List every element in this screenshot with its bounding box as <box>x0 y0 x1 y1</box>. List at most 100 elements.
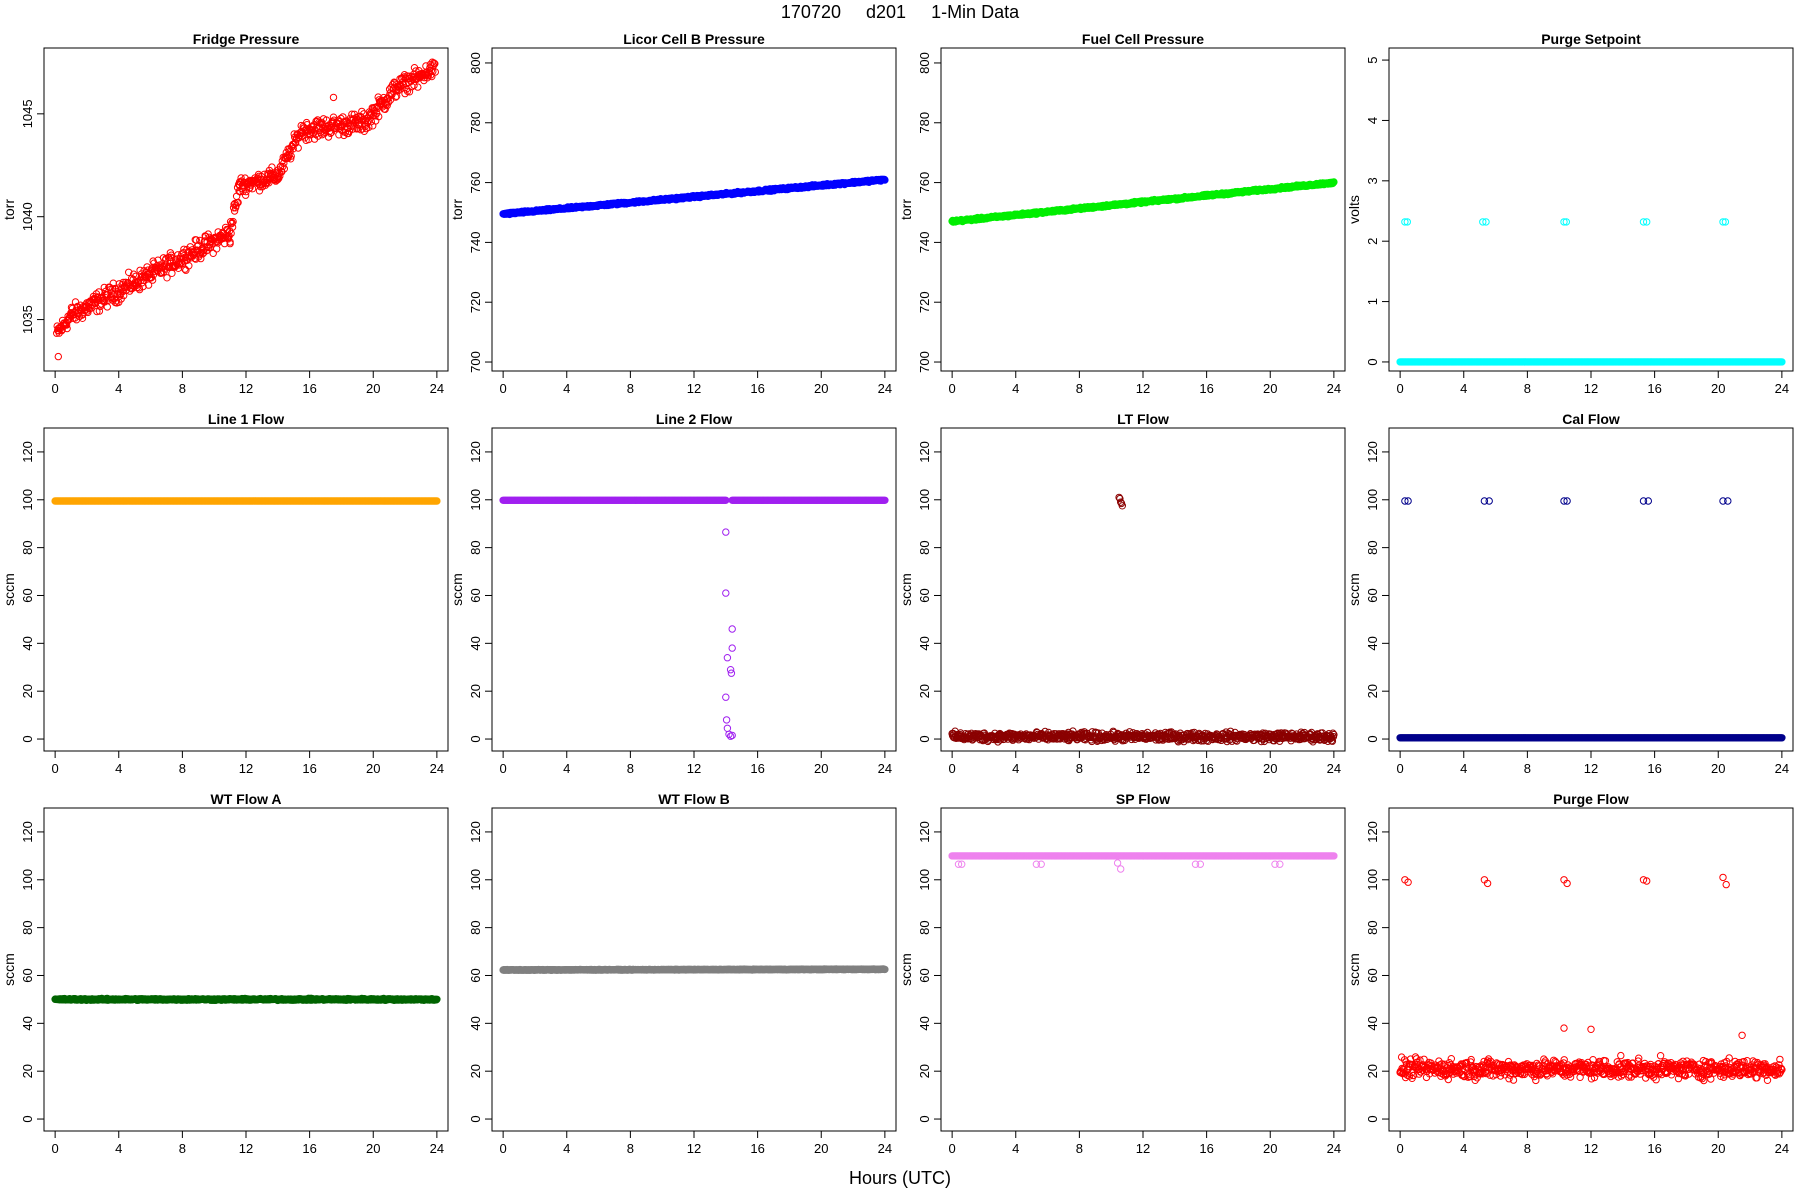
data-point <box>268 163 276 171</box>
data-point <box>722 496 730 504</box>
x-tick-label: 16 <box>750 761 764 776</box>
x-tick-label: 0 <box>1397 761 1404 776</box>
data-point <box>234 198 242 207</box>
subplot-title: Line 2 Flow <box>656 411 732 427</box>
y-tick-label: 100 <box>468 489 483 511</box>
subplot-title: Licor Cell B Pressure <box>623 31 765 47</box>
y-tick-label: 60 <box>20 968 35 982</box>
data-point <box>168 269 176 277</box>
x-tick-label: 4 <box>115 761 122 776</box>
data-point <box>213 245 221 253</box>
data-point <box>1778 358 1786 366</box>
data-point <box>423 71 431 79</box>
x-tick-label: 8 <box>627 761 634 776</box>
y-tick-label: 780 <box>917 112 932 134</box>
x-tick-label: 24 <box>1327 761 1341 776</box>
data-point <box>230 207 239 215</box>
data-point <box>367 117 375 126</box>
x-tick-label: 24 <box>1775 761 1789 776</box>
data-point <box>433 497 441 505</box>
x-tick-label: 16 <box>1647 381 1661 396</box>
data-point <box>241 191 250 199</box>
data-point <box>63 324 71 333</box>
x-tick-label: 8 <box>179 1141 186 1156</box>
data-point <box>375 112 383 121</box>
x-tick-label: 16 <box>1647 761 1661 776</box>
y-tick-label: 4 <box>1365 117 1380 124</box>
y-tick-label: 20 <box>20 1064 35 1078</box>
x-tick-label: 24 <box>1327 381 1341 396</box>
plot-frame <box>940 47 1346 372</box>
x-tick-label: 4 <box>115 1141 122 1156</box>
x-tick-label: 20 <box>366 381 380 396</box>
x-tick-label: 20 <box>1711 761 1725 776</box>
data-point <box>228 219 236 227</box>
x-tick-label: 4 <box>1460 381 1467 396</box>
y-tick-label: 40 <box>1365 636 1380 650</box>
y-tick-label: 1035 <box>20 305 35 334</box>
data-point <box>723 724 732 732</box>
x-tick-label: 0 <box>500 761 507 776</box>
y-tick-label: 740 <box>468 232 483 254</box>
data-series <box>499 175 889 219</box>
data-point <box>229 217 237 226</box>
y-tick-label: 120 <box>1365 441 1380 463</box>
data-point <box>163 258 172 267</box>
subplot-title: WT Flow A <box>210 791 281 807</box>
y-tick-label: 0 <box>917 735 932 742</box>
y-tick-label: 780 <box>468 112 483 134</box>
data-point <box>326 129 335 138</box>
y-axis-label: sccm <box>1 573 17 606</box>
data-point <box>163 274 171 282</box>
plot-frame <box>43 427 449 752</box>
x-tick-label: 8 <box>1076 381 1083 396</box>
data-point <box>209 249 217 258</box>
y-tick-label: 80 <box>1365 540 1380 554</box>
y-tick-label: 720 <box>468 291 483 313</box>
x-tick-label: 4 <box>115 381 122 396</box>
data-point <box>1330 178 1338 186</box>
y-tick-label: 100 <box>1365 489 1380 511</box>
data-point <box>180 245 188 254</box>
x-tick-label: 12 <box>239 761 253 776</box>
x-tick-label: 0 <box>500 381 507 396</box>
y-axis-label: torr <box>898 199 914 220</box>
y-tick-label: 800 <box>468 52 483 74</box>
x-tick-label: 8 <box>1076 761 1083 776</box>
data-point <box>881 176 889 184</box>
x-tick-label: 16 <box>1199 381 1213 396</box>
x-tick-label: 8 <box>179 761 186 776</box>
x-tick-label: 8 <box>179 381 186 396</box>
y-tick-label: 60 <box>20 588 35 602</box>
x-tick-label: 4 <box>1012 381 1019 396</box>
data-series <box>499 496 889 740</box>
x-tick-label: 24 <box>878 761 892 776</box>
data-point <box>146 269 154 277</box>
x-tick-label: 4 <box>563 381 570 396</box>
data-point <box>379 101 387 109</box>
x-tick-label: 16 <box>302 761 316 776</box>
y-tick-label: 0 <box>20 735 35 742</box>
y-tick-label: 40 <box>468 636 483 650</box>
data-point <box>280 165 288 173</box>
x-tick-label: 24 <box>430 761 444 776</box>
data-point <box>100 283 109 292</box>
x-tick-label: 12 <box>1584 761 1598 776</box>
x-tick-label: 12 <box>239 1141 253 1156</box>
data-point <box>226 239 234 248</box>
data-point <box>363 118 371 127</box>
data-point <box>54 352 62 361</box>
data-point <box>196 236 204 245</box>
data-point <box>349 125 357 133</box>
y-tick-label: 120 <box>917 441 932 463</box>
y-tick-label: 1045 <box>20 99 35 128</box>
x-tick-label: 20 <box>366 1141 380 1156</box>
x-tick-label: 12 <box>687 761 701 776</box>
data-series <box>1396 218 1786 366</box>
